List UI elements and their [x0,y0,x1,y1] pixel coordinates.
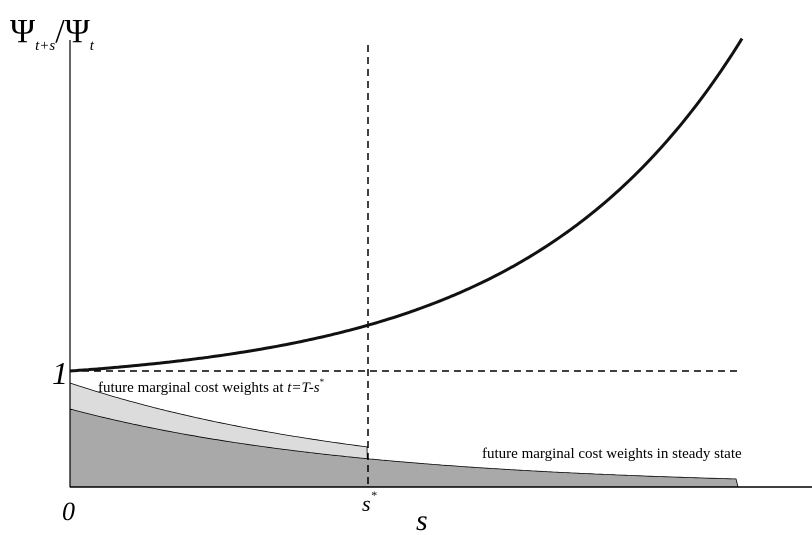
psi-ratio-curve [69,37,744,373]
origin-label: 0 [62,497,75,526]
weights-at-t-annotation: future marginal cost weights at t=T-s* [98,377,325,396]
s-axis-label: s [416,504,428,535]
steady-state-weights-area [69,408,739,488]
steady-state-annotation: future marginal cost weights in steady s… [482,446,742,462]
s-star-label: s* [362,488,377,516]
one-label: 1 [52,355,68,391]
y-axis-label: Ψt+s/Ψt [10,13,95,54]
